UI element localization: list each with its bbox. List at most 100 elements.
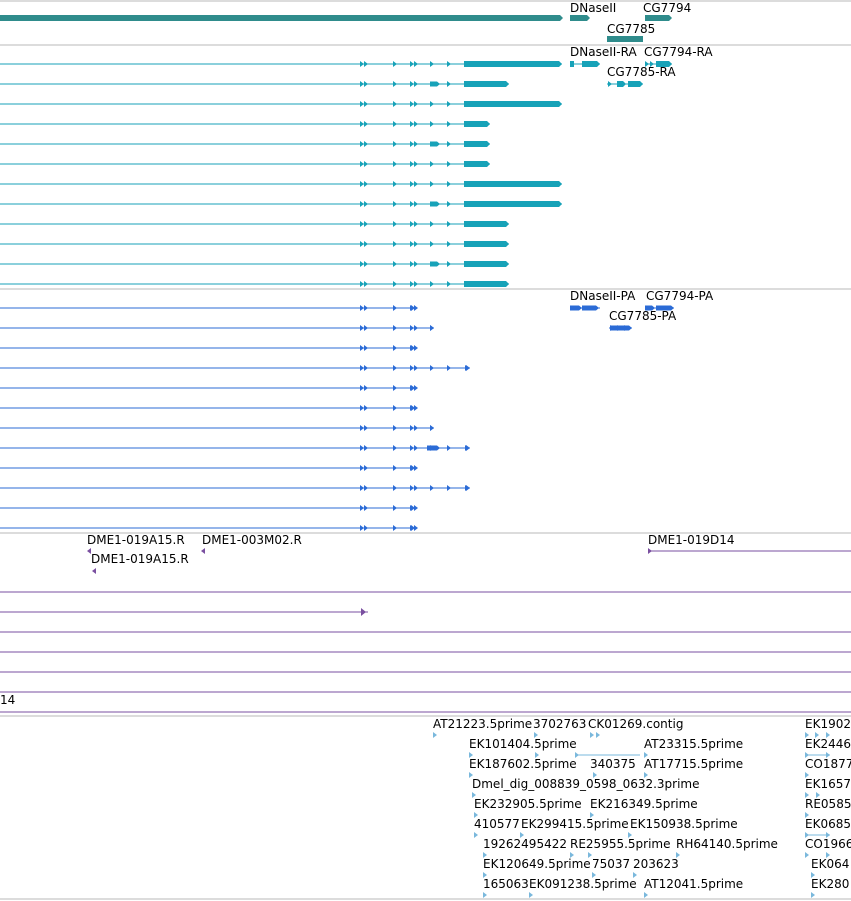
feature-label[interactable]: AT12041.5prime: [644, 877, 744, 891]
cds-exon[interactable]: [360, 305, 364, 311]
feature-label[interactable]: DME1-019D14: [648, 533, 735, 547]
cds-end[interactable]: [411, 525, 415, 531]
mrna-exon[interactable]: [447, 201, 451, 207]
cds-exon[interactable]: [414, 365, 418, 371]
feature-label[interactable]: EK187602.5prime: [469, 757, 577, 771]
cds-exon[interactable]: [414, 425, 418, 431]
cds-exon[interactable]: [360, 425, 364, 431]
est-arrow[interactable]: [593, 772, 597, 778]
exon-block[interactable]: [582, 61, 600, 67]
est-arrow[interactable]: [588, 852, 592, 858]
cds-exon[interactable]: [364, 325, 368, 331]
feature-label[interactable]: AT17715.5prime: [644, 757, 744, 771]
mrna-exon[interactable]: [430, 281, 434, 287]
est-arrow[interactable]: [596, 732, 600, 738]
cds-exon[interactable]: [360, 385, 364, 391]
feature-label[interactable]: RH64140.5prime: [676, 837, 778, 851]
exon-block[interactable]: [656, 305, 674, 311]
feature-label[interactable]: 19262495422: [483, 837, 567, 851]
mrna-exon[interactable]: [464, 101, 562, 107]
cds-exon[interactable]: [364, 525, 368, 531]
cds-end[interactable]: [411, 505, 415, 511]
mrna-exon[interactable]: [410, 121, 414, 127]
mrna-exon[interactable]: [430, 181, 434, 187]
feature-label[interactable]: AT21223.5prime: [433, 717, 533, 731]
mrna-exon[interactable]: [464, 181, 562, 187]
est-arrow[interactable]: [628, 832, 632, 838]
mrna-exon[interactable]: [360, 161, 364, 167]
mrna-exon[interactable]: [410, 141, 414, 147]
feature-label[interactable]: EK216349.5prime: [590, 797, 698, 811]
mrna-exon[interactable]: [364, 161, 368, 167]
mrna-exon[interactable]: [410, 61, 414, 67]
cds-exon[interactable]: [430, 485, 434, 491]
est-arrow[interactable]: [811, 892, 815, 898]
mrna-exon[interactable]: [464, 141, 490, 147]
est-arrow[interactable]: [805, 852, 809, 858]
cds-exon[interactable]: [393, 525, 397, 531]
cdna-arrow[interactable]: [87, 548, 91, 554]
cds-exon[interactable]: [364, 505, 368, 511]
cds-exon[interactable]: [414, 505, 418, 511]
exon-block[interactable]: [582, 305, 599, 311]
mrna-exon[interactable]: [360, 241, 364, 247]
cds-end[interactable]: [411, 465, 415, 471]
mrna-exon[interactable]: [393, 281, 397, 287]
cds-exon[interactable]: [360, 505, 364, 511]
cds-exon[interactable]: [414, 305, 418, 311]
mrna-exon[interactable]: [414, 221, 418, 227]
mrna-exon[interactable]: [447, 141, 451, 147]
mrna-exon[interactable]: [410, 261, 414, 267]
feature-label[interactable]: DME1-003M02.R: [202, 533, 302, 547]
mrna-exon[interactable]: [393, 181, 397, 187]
est-arrow[interactable]: [816, 792, 820, 798]
cds-exon[interactable]: [447, 365, 451, 371]
mrna-exon[interactable]: [364, 221, 368, 227]
mrna-exon[interactable]: [414, 281, 418, 287]
mrna-exon[interactable]: [360, 101, 364, 107]
mrna-exon[interactable]: [430, 61, 434, 67]
est-arrow[interactable]: [474, 832, 478, 838]
mrna-exon[interactable]: [393, 241, 397, 247]
mrna-exon[interactable]: [464, 61, 562, 67]
est-arrow[interactable]: [570, 852, 574, 858]
mrna-exon[interactable]: [393, 221, 397, 227]
mrna-exon[interactable]: [410, 161, 414, 167]
feature-label[interactable]: CG7785: [607, 22, 656, 36]
mrna-exon[interactable]: [410, 181, 414, 187]
cds-end[interactable]: [411, 345, 415, 351]
gene-bar[interactable]: [645, 15, 672, 21]
cds-exon[interactable]: [360, 325, 364, 331]
est-arrow[interactable]: [534, 732, 538, 738]
est-arrow[interactable]: [483, 852, 487, 858]
feature-label[interactable]: 203623: [633, 857, 679, 871]
cds-exon[interactable]: [447, 445, 451, 451]
est-arrow[interactable]: [815, 732, 819, 738]
cds-exon[interactable]: [364, 305, 368, 311]
cds-exon[interactable]: [364, 465, 368, 471]
mrna-exon[interactable]: [430, 241, 434, 247]
mrna-exon[interactable]: [464, 81, 509, 87]
cds-exon[interactable]: [430, 365, 434, 371]
mrna-exon[interactable]: [364, 101, 368, 107]
mrna-exon[interactable]: [430, 101, 434, 107]
mrna-exon[interactable]: [414, 261, 418, 267]
mrna-exon[interactable]: [393, 121, 397, 127]
feature-label[interactable]: EK091238.5prime: [529, 877, 637, 891]
cds-exon[interactable]: [364, 405, 368, 411]
est-arrow[interactable]: [483, 892, 487, 898]
feature-label[interactable]: 340375: [590, 757, 636, 771]
cds-exon[interactable]: [414, 485, 418, 491]
mrna-exon[interactable]: [364, 261, 368, 267]
mrna-exon[interactable]: [393, 201, 397, 207]
mrna-exon[interactable]: [447, 281, 451, 287]
cds-exon[interactable]: [414, 465, 418, 471]
mrna-exon[interactable]: [393, 161, 397, 167]
mrna-exon[interactable]: [430, 261, 440, 267]
est-arrow[interactable]: [590, 732, 594, 738]
feature-label[interactable]: CO1966: [805, 837, 851, 851]
feature-label[interactable]: EK120649.5prime: [483, 857, 591, 871]
cds-exon[interactable]: [410, 425, 414, 431]
mrna-exon[interactable]: [430, 221, 434, 227]
feature-label[interactable]: RE25955.5prime: [570, 837, 671, 851]
